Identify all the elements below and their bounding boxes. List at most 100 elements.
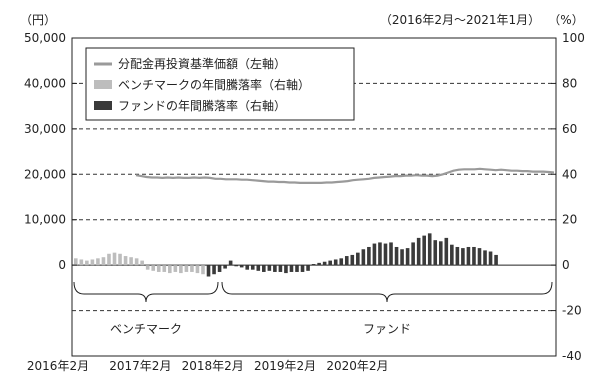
- fund-bar: [295, 265, 299, 272]
- fund-bar: [212, 265, 216, 275]
- fund-bar: [367, 246, 371, 266]
- fund-bar: [466, 246, 471, 266]
- benchmark-bar: [112, 252, 117, 266]
- benchmark-bar: [179, 265, 183, 274]
- period-note: （2016年2月～2021年1月）: [380, 13, 540, 27]
- benchmark-bar: [123, 256, 128, 266]
- legend-box: [85, 47, 355, 121]
- fund-bar: [223, 265, 227, 269]
- right-axis-tick-label: 0: [562, 258, 570, 272]
- fund-bar: [422, 235, 426, 266]
- benchmark-bar: [156, 265, 161, 272]
- benchmark-bar: [195, 265, 200, 274]
- benchmark-bar: [140, 260, 144, 266]
- benchmark-bar: [79, 259, 84, 266]
- right-axis-tick-label: -40: [562, 349, 582, 363]
- fund-bar: [262, 265, 266, 272]
- fund-bar: [328, 260, 332, 266]
- x-axis-tick-label: 2016年2月: [27, 359, 89, 373]
- legend-label-nav: 分配金再投資基準価額（左軸）: [118, 56, 286, 71]
- left-axis-tick-label: 10,000: [24, 213, 66, 227]
- benchmark-bar: [129, 257, 133, 266]
- benchmark-bar: [74, 258, 78, 266]
- left-axis-tick-label: 20,000: [24, 167, 66, 181]
- nav-line: [135, 167, 555, 184]
- fund-bar: [228, 260, 233, 266]
- right-axis-tick-label: -20: [562, 304, 582, 318]
- fund-bar: [322, 261, 327, 266]
- axis-layer: 50,000 40,000 30,000 20,000 10,000 0 100 80 60 40…: [24, 31, 585, 373]
- fund-bar: [206, 265, 211, 277]
- bar-layer: [74, 233, 498, 277]
- fund-bar: [389, 242, 393, 266]
- fund-bar: [344, 256, 349, 266]
- legend-swatch-fund: [94, 101, 112, 110]
- period-bracket-label: ベンチマーク: [110, 322, 182, 336]
- fund-bar: [234, 265, 238, 267]
- fund-bar: [378, 242, 382, 266]
- left-unit-label: （円）: [20, 13, 56, 27]
- benchmark-bar: [168, 265, 172, 274]
- benchmark-bar: [118, 253, 122, 266]
- fund-bar: [472, 246, 476, 266]
- benchmark-bar: [173, 265, 178, 272]
- right-axis-tick-label: 60: [562, 122, 577, 136]
- fund-bar: [455, 246, 460, 266]
- fund-bar: [444, 237, 449, 266]
- legend-label-benchmark: ベンチマークの年間騰落率（右軸）: [118, 77, 310, 92]
- period-bracket: [221, 281, 553, 303]
- fund-bar: [239, 265, 244, 268]
- x-axis-tick-label: 2017年2月: [109, 359, 171, 373]
- fund-bar: [245, 265, 250, 270]
- right-axis-tick-label: 40: [562, 167, 577, 181]
- benchmark-bar: [134, 258, 139, 266]
- fund-bar: [433, 240, 438, 266]
- fund-bar: [400, 249, 404, 266]
- benchmark-bar: [96, 258, 100, 266]
- fund-bar: [273, 265, 277, 272]
- fund-bar: [339, 258, 344, 266]
- fund-bar: [494, 254, 498, 266]
- fund-bar: [438, 241, 443, 266]
- fund-bar: [477, 248, 482, 266]
- left-axis-tick-label: 0: [58, 258, 66, 272]
- legend: 分配金再投資基準価額（左軸） ベンチマークの年間騰落率（右軸） ファンドの年間騰…: [85, 47, 355, 121]
- benchmark-bar: [190, 265, 194, 272]
- fund-bar: [372, 243, 377, 266]
- fund-bar: [250, 265, 255, 270]
- fund-bar: [350, 254, 355, 266]
- fund-bar: [427, 233, 432, 266]
- fund-bar: [361, 249, 366, 266]
- benchmark-bar: [201, 265, 205, 275]
- benchmark-bar: [145, 265, 150, 270]
- x-axis-tick-label: 2019年2月: [254, 359, 316, 373]
- fund-bar: [483, 250, 487, 266]
- benchmark-bar: [101, 257, 106, 266]
- right-axis-tick-label: 20: [562, 213, 577, 227]
- fund-bar: [278, 265, 283, 272]
- left-axis-tick-label: 40,000: [24, 76, 66, 90]
- right-axis-tick-label: 80: [562, 76, 577, 90]
- fund-bar: [256, 265, 261, 271]
- fund-bar: [300, 265, 305, 272]
- fund-bar: [284, 265, 288, 274]
- benchmark-bar: [184, 265, 189, 272]
- fund-bar: [306, 265, 310, 271]
- benchmark-bar: [162, 265, 167, 272]
- benchmark-bar: [107, 253, 111, 266]
- period-bracket: [73, 281, 219, 303]
- line-layer: [135, 167, 555, 184]
- fund-bar: [411, 242, 415, 266]
- fund-bar: [317, 262, 321, 266]
- fund-bar: [461, 248, 465, 266]
- fund-bar: [311, 264, 316, 266]
- fund-bar: [394, 246, 399, 266]
- fund-bar: [450, 244, 454, 266]
- plot-frame: [71, 37, 557, 357]
- benchmark-bar: [151, 265, 156, 271]
- legend-swatch-benchmark: [94, 80, 112, 89]
- left-axis-tick-label: 30,000: [24, 122, 66, 136]
- right-unit-label: （%）: [548, 13, 583, 27]
- fund-bar: [333, 259, 338, 266]
